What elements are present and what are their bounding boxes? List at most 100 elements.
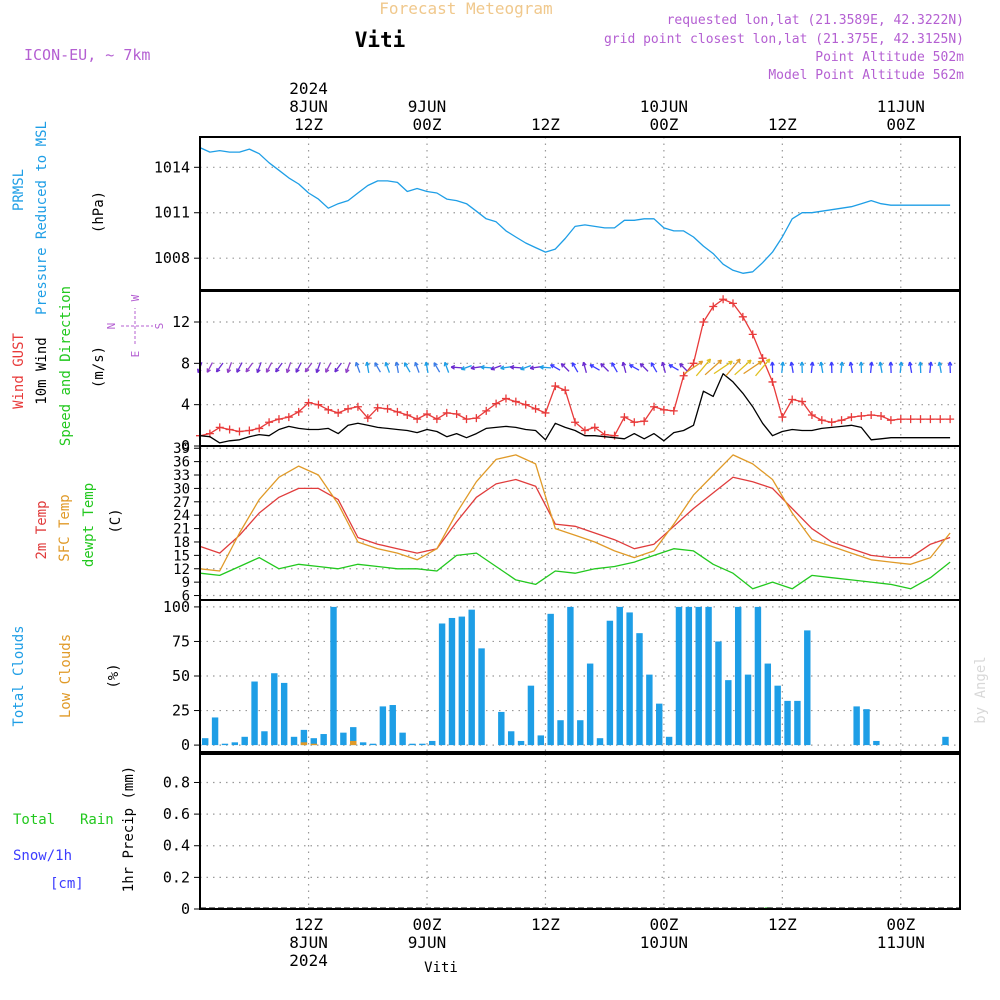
- gust-marker: [265, 418, 273, 426]
- gust-marker: [532, 405, 540, 413]
- total-cloud-bar: [686, 607, 692, 745]
- total-cloud-bar: [715, 641, 721, 745]
- top-time-tick-label: 12Z: [294, 115, 323, 134]
- clouds-ytick-label: 25: [172, 702, 190, 720]
- top-time-tick-label: 00Z: [413, 115, 442, 134]
- total-cloud-bar: [784, 701, 790, 745]
- gust-marker: [838, 416, 846, 424]
- temp-2m-line: [200, 477, 950, 557]
- model-altitude: Model Point Altitude 562m: [768, 68, 964, 83]
- compass-n: N: [105, 323, 118, 330]
- precip-side-labels: 1hr Precip (mm) Total Rain Snow/1h [cm]: [13, 766, 137, 892]
- compass-rose: E W N S: [105, 294, 166, 357]
- pressure-panel-frame: [200, 137, 960, 290]
- precip-ytick-label: 0.4: [163, 837, 190, 855]
- pressure-ytick-label: 1014: [154, 158, 190, 176]
- bottom-time-tick-label: 2024: [289, 951, 328, 970]
- gust-marker: [453, 410, 461, 418]
- total-cloud-bar: [429, 741, 435, 745]
- total-cloud-bar: [547, 614, 553, 745]
- total-cloud-bar: [676, 607, 682, 745]
- gust-marker: [413, 415, 421, 423]
- gust-marker: [936, 415, 944, 423]
- total-cloud-bar: [390, 705, 396, 745]
- total-cloud-bar: [577, 720, 583, 745]
- total-cloud-bar: [459, 617, 465, 746]
- footer-location: Viti: [424, 960, 458, 976]
- total-cloud-bar: [538, 735, 544, 745]
- precip-ytick-label: 0.8: [163, 773, 190, 791]
- gust-marker: [788, 396, 796, 404]
- clouds-side-labels: Total Clouds Low Clouds (%): [11, 625, 122, 726]
- wind-panel-frame: [200, 291, 960, 446]
- total-cloud-bar: [281, 683, 287, 745]
- gust-marker: [344, 405, 352, 413]
- total-cloud-bar: [853, 706, 859, 745]
- location-title: Viti: [355, 28, 406, 52]
- gust-marker: [522, 401, 530, 409]
- gust-marker: [423, 410, 431, 418]
- total-cloud-bar: [291, 737, 297, 745]
- total-cloud-bar: [804, 630, 810, 745]
- compass-e: E: [129, 351, 142, 358]
- gust-marker: [828, 418, 836, 426]
- gust-marker: [314, 401, 322, 409]
- gust-marker: [620, 413, 628, 421]
- total-cloud-bar: [380, 706, 386, 745]
- gust-marker: [818, 416, 826, 424]
- wind-speed-line: [200, 374, 950, 443]
- gust-marker: [917, 415, 925, 423]
- gust-marker: [768, 378, 776, 386]
- total-cloud-bar: [222, 744, 228, 745]
- wind-unit: (m/s): [91, 346, 107, 388]
- gust-marker: [640, 417, 648, 425]
- total-cloud-bar: [745, 675, 751, 745]
- clouds-ytick-label: 0: [181, 736, 190, 754]
- compass-w: W: [129, 294, 142, 301]
- top-time-tick-label: 12Z: [768, 115, 797, 134]
- wind-ytick-label: 8: [181, 354, 190, 372]
- gust-marker: [403, 411, 411, 419]
- chart-title: Forecast Meteogram: [379, 0, 552, 18]
- point-altitude: Point Altitude 502m: [815, 50, 964, 65]
- total-cloud-bar: [449, 618, 455, 745]
- top-time-tick-label: 10JUN: [640, 97, 688, 116]
- gust-marker: [887, 416, 895, 424]
- wind-direction-arrow: [561, 364, 569, 372]
- gridpoint-coords: grid point closest lon,lat (21.375E, 42.…: [604, 32, 964, 47]
- top-time-tick-label: 12Z: [531, 115, 560, 134]
- compass-s: S: [153, 323, 166, 330]
- total-cloud-bar: [320, 734, 326, 745]
- gust-marker: [324, 406, 332, 414]
- pressure-ytick-label: 1011: [154, 204, 190, 222]
- bottom-time-tick-label: 12Z: [531, 915, 560, 934]
- bottom-time-tick-label: 9JUN: [408, 933, 447, 952]
- gust-marker: [926, 415, 934, 423]
- bottom-time-tick-label: 12Z: [768, 915, 797, 934]
- wind-ytick-label: 4: [181, 396, 190, 414]
- total-cloud-bar: [212, 717, 218, 745]
- gust-marker: [443, 409, 451, 417]
- bottom-time-tick-label: 00Z: [886, 915, 915, 934]
- total-cloud-bar: [251, 682, 257, 746]
- clouds-ylabel-low: Low Clouds: [58, 634, 74, 718]
- pressure-ytick-label: 1008: [154, 249, 190, 267]
- total-cloud-bar: [774, 686, 780, 745]
- gust-marker: [907, 415, 915, 423]
- precip-label-rain: Rain: [80, 812, 114, 828]
- clouds-ytick-label: 100: [163, 598, 190, 616]
- total-cloud-bar: [370, 744, 376, 745]
- gust-marker: [235, 428, 243, 436]
- gust-marker: [749, 330, 757, 338]
- precip-ytick-label: 0.6: [163, 805, 190, 823]
- gust-marker: [561, 386, 569, 394]
- meteogram-canvas: Forecast Meteogram Viti ICON-EU, ~ 7km r…: [0, 0, 1000, 1000]
- total-cloud-bar: [656, 704, 662, 745]
- precip-ylabel: 1hr Precip (mm): [121, 766, 137, 892]
- bottom-time-tick-label: 11JUN: [877, 933, 925, 952]
- total-cloud-bar: [557, 720, 563, 745]
- gust-marker: [255, 424, 263, 432]
- top-time-tick-label: 00Z: [886, 115, 915, 134]
- temperature-side-labels: 2m Temp SFC Temp dewpt Temp (C): [34, 483, 124, 567]
- wind-direction-arrow: [680, 364, 688, 372]
